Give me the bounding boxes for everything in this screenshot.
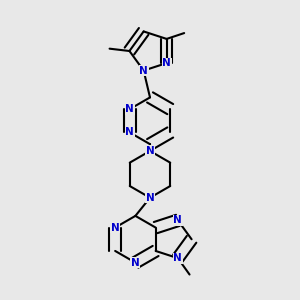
Text: N: N xyxy=(146,193,154,203)
Text: N: N xyxy=(125,128,134,137)
Text: N: N xyxy=(162,58,171,68)
Text: N: N xyxy=(139,66,148,76)
Text: N: N xyxy=(125,104,134,114)
Text: N: N xyxy=(111,223,119,232)
Text: N: N xyxy=(131,258,140,268)
Text: N: N xyxy=(173,215,182,225)
Text: N: N xyxy=(146,146,154,156)
Text: N: N xyxy=(173,253,182,263)
